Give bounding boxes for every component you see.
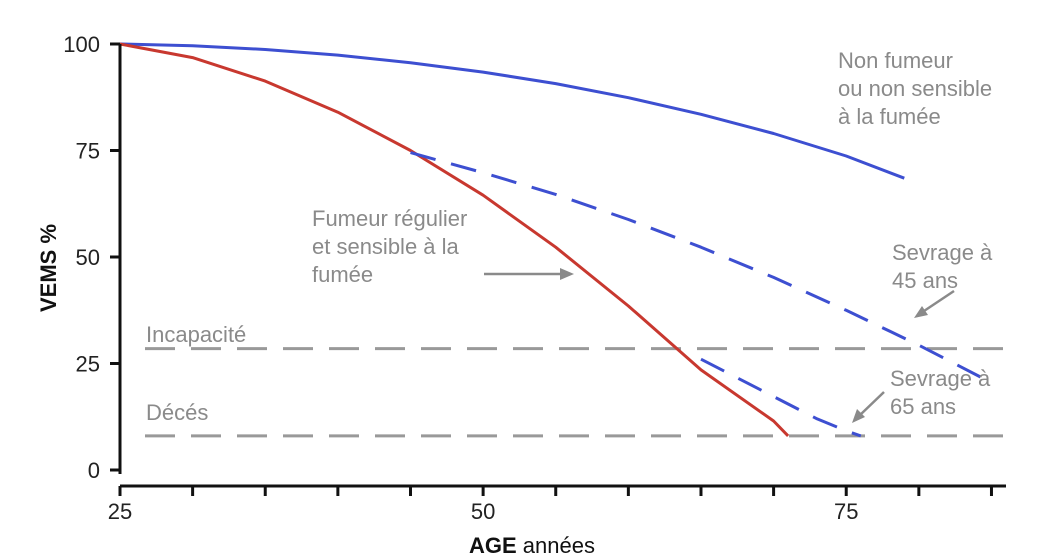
x-tick-label: 50 bbox=[471, 499, 495, 524]
series-lines bbox=[119, 42, 993, 438]
y-ticks: 0 25 50 75 100 bbox=[63, 32, 120, 483]
annot-smoker-line1: Fumeur régulier bbox=[312, 206, 467, 231]
annotations: Incapacité Décés Non fumeur ou non sensi… bbox=[146, 48, 998, 425]
sevrage-45-arrow-line bbox=[920, 289, 955, 315]
annot-smoker-line3: fumée bbox=[312, 262, 373, 287]
annot-non-smoker-line2: ou non sensible bbox=[838, 76, 992, 101]
annot-non-smoker: Non fumeur ou non sensible à la fumée bbox=[838, 48, 998, 129]
annot-sevrage-65: Sevrage à 65 ans bbox=[890, 366, 996, 419]
smoker-arrow-head bbox=[560, 268, 574, 280]
series-line-sevrage-65 bbox=[700, 357, 862, 438]
y-tick-label: 0 bbox=[88, 458, 100, 483]
sevrage-45-arrow-head bbox=[914, 306, 928, 318]
reference-lines bbox=[145, 347, 1006, 438]
annot-sevrage-45-line2: 45 ans bbox=[892, 268, 958, 293]
annot-sevrage-65-line1: Sevrage à bbox=[890, 366, 991, 391]
annot-sevrage-65-line2: 65 ans bbox=[890, 394, 956, 419]
x-ticks: 25 50 75 bbox=[108, 486, 993, 524]
y-axis-label: VEMS % bbox=[36, 224, 61, 312]
annot-incapacite: Incapacité bbox=[146, 322, 246, 347]
annot-smoker: Fumeur régulier et sensible à la fumée bbox=[312, 206, 473, 287]
y-tick-label: 25 bbox=[76, 352, 100, 377]
series-line-sevrage-45 bbox=[410, 151, 993, 385]
x-axis-label-bold: AGE bbox=[469, 533, 517, 558]
y-tick-label: 100 bbox=[63, 32, 100, 57]
annot-sevrage-45: Sevrage à 45 ans bbox=[892, 240, 998, 293]
annot-sevrage-45-line1: Sevrage à bbox=[892, 240, 993, 265]
sevrage-65-arrow-head bbox=[852, 409, 865, 423]
x-axis-label: AGE années bbox=[469, 533, 595, 558]
x-tick-label: 25 bbox=[108, 499, 132, 524]
annotation-arrows bbox=[484, 268, 955, 423]
x-tick-label: 75 bbox=[834, 499, 858, 524]
annot-non-smoker-line1: Non fumeur bbox=[838, 48, 953, 73]
axes bbox=[118, 44, 1006, 488]
sevrage-65-arrow-line bbox=[858, 391, 885, 417]
annot-smoker-line2: et sensible à la bbox=[312, 234, 460, 259]
series-line-non-smoker bbox=[119, 42, 905, 180]
y-tick-label: 75 bbox=[76, 139, 100, 164]
x-axis-label-unit: années bbox=[517, 533, 595, 558]
y-tick-label: 50 bbox=[76, 245, 100, 270]
series-line-smoker bbox=[119, 42, 790, 437]
annot-non-smoker-line3: à la fumée bbox=[838, 104, 941, 129]
annot-deces: Décés bbox=[146, 400, 208, 425]
